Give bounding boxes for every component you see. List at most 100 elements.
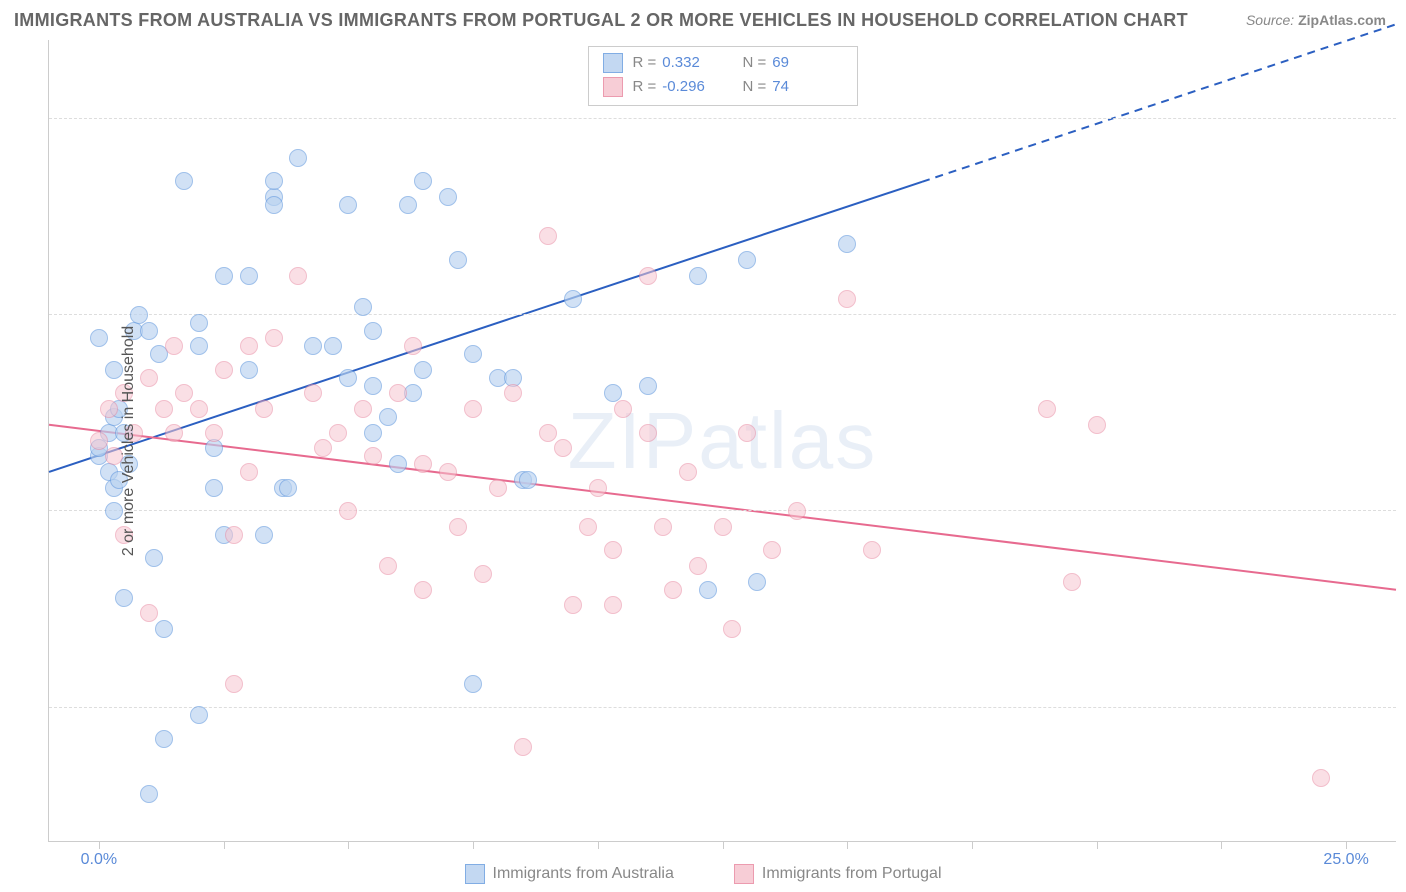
gridline-horizontal bbox=[49, 707, 1396, 708]
data-point bbox=[863, 541, 881, 559]
series-legend: Immigrants from AustraliaImmigrants from… bbox=[0, 864, 1406, 884]
legend-r-label: R = bbox=[633, 51, 657, 75]
data-point bbox=[304, 337, 322, 355]
data-point bbox=[639, 377, 657, 395]
x-tick bbox=[348, 841, 349, 849]
data-point bbox=[205, 424, 223, 442]
data-point bbox=[474, 565, 492, 583]
legend-r-value: 0.332 bbox=[662, 51, 700, 75]
data-point bbox=[205, 439, 223, 457]
data-point bbox=[354, 400, 372, 418]
data-point bbox=[265, 196, 283, 214]
data-point bbox=[414, 361, 432, 379]
y-axis-label: 2 or more Vehicles in Household bbox=[120, 326, 138, 556]
data-point bbox=[389, 455, 407, 473]
trend-lines-layer bbox=[49, 40, 1396, 841]
legend-row: R = 0.332 N = 69 bbox=[603, 51, 843, 75]
x-tick bbox=[598, 841, 599, 849]
x-tick bbox=[972, 841, 973, 849]
data-point bbox=[240, 267, 258, 285]
data-point bbox=[579, 518, 597, 536]
legend-row: R = -0.296 N = 74 bbox=[603, 75, 843, 99]
data-point bbox=[339, 502, 357, 520]
data-point bbox=[689, 557, 707, 575]
data-point bbox=[339, 369, 357, 387]
data-point bbox=[354, 298, 372, 316]
legend-swatch bbox=[603, 53, 623, 73]
data-point bbox=[738, 424, 756, 442]
data-point bbox=[140, 369, 158, 387]
data-point bbox=[225, 675, 243, 693]
source-prefix: Source: bbox=[1246, 12, 1298, 28]
data-point bbox=[604, 596, 622, 614]
data-point bbox=[604, 541, 622, 559]
data-point bbox=[155, 620, 173, 638]
data-point bbox=[699, 581, 717, 599]
data-point bbox=[414, 455, 432, 473]
trend-line bbox=[49, 425, 1396, 590]
data-point bbox=[140, 322, 158, 340]
data-point bbox=[464, 345, 482, 363]
data-point bbox=[90, 432, 108, 450]
data-point bbox=[464, 400, 482, 418]
data-point bbox=[364, 447, 382, 465]
legend-n-label: N = bbox=[743, 51, 767, 75]
data-point bbox=[190, 314, 208, 332]
data-point bbox=[364, 322, 382, 340]
legend-n-label: N = bbox=[743, 75, 767, 99]
data-point bbox=[165, 337, 183, 355]
legend-n-value: 74 bbox=[772, 75, 789, 99]
legend-r-label: R = bbox=[633, 75, 657, 99]
data-point bbox=[279, 479, 297, 497]
legend-swatch bbox=[734, 864, 754, 884]
gridline-horizontal bbox=[49, 510, 1396, 511]
x-tick bbox=[723, 841, 724, 849]
data-point bbox=[240, 337, 258, 355]
data-point bbox=[175, 172, 193, 190]
data-point bbox=[140, 604, 158, 622]
data-point bbox=[225, 526, 243, 544]
data-point bbox=[589, 479, 607, 497]
data-point bbox=[714, 518, 732, 536]
legend-swatch bbox=[465, 864, 485, 884]
legend-r-value: -0.296 bbox=[662, 75, 705, 99]
data-point bbox=[738, 251, 756, 269]
legend-series-name: Immigrants from Australia bbox=[493, 865, 674, 883]
data-point bbox=[190, 400, 208, 418]
data-point bbox=[439, 463, 457, 481]
data-point bbox=[314, 439, 332, 457]
data-point bbox=[324, 337, 342, 355]
chart-area: ZIPatlas R = 0.332N = 69R = -0.296N = 74… bbox=[48, 40, 1396, 842]
data-point bbox=[838, 235, 856, 253]
data-point bbox=[514, 738, 532, 756]
data-point bbox=[564, 290, 582, 308]
legend-swatch bbox=[603, 77, 623, 97]
data-point bbox=[175, 384, 193, 402]
data-point bbox=[265, 329, 283, 347]
data-point bbox=[539, 227, 557, 245]
chart-title: IMMIGRANTS FROM AUSTRALIA VS IMMIGRANTS … bbox=[14, 10, 1188, 31]
data-point bbox=[399, 196, 417, 214]
data-point bbox=[564, 596, 582, 614]
trend-line-extrapolated bbox=[922, 24, 1396, 181]
data-point bbox=[554, 439, 572, 457]
data-point bbox=[255, 526, 273, 544]
data-point bbox=[464, 675, 482, 693]
data-point bbox=[255, 400, 273, 418]
data-point bbox=[664, 581, 682, 599]
data-point bbox=[289, 149, 307, 167]
data-point bbox=[639, 424, 657, 442]
data-point bbox=[140, 785, 158, 803]
plot-region: ZIPatlas R = 0.332N = 69R = -0.296N = 74… bbox=[48, 40, 1396, 842]
data-point bbox=[414, 581, 432, 599]
data-point bbox=[329, 424, 347, 442]
data-point bbox=[215, 361, 233, 379]
data-point bbox=[723, 620, 741, 638]
data-point bbox=[364, 377, 382, 395]
data-point bbox=[115, 589, 133, 607]
data-point bbox=[679, 463, 697, 481]
data-point bbox=[190, 706, 208, 724]
legend-n-value: 69 bbox=[772, 51, 789, 75]
x-tick bbox=[224, 841, 225, 849]
data-point bbox=[654, 518, 672, 536]
